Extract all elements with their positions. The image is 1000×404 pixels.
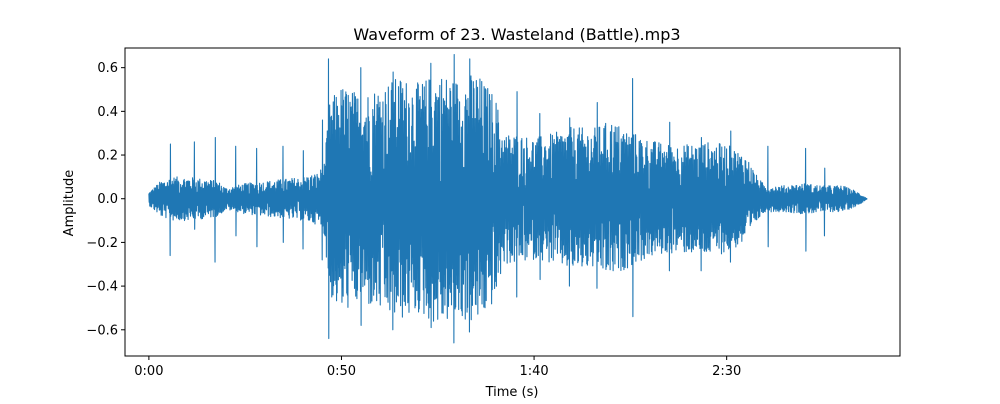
x-tick-label: 0:50 (327, 364, 356, 379)
y-axis-label: Amplitude (62, 170, 77, 237)
waveform-line (148, 54, 868, 344)
y-tick-label: −0.6 (86, 323, 118, 338)
x-tick-label: 2:30 (712, 364, 741, 379)
x-tick-label: 1:40 (519, 364, 548, 379)
y-tick-label: 0.2 (97, 149, 118, 164)
x-tick-label: 0:00 (134, 364, 163, 379)
waveform-layer (148, 54, 868, 344)
y-tick-label: 0.6 (97, 61, 118, 76)
y-axis: 0.6 0.4 0.2 0.0 −0.2 −0.4 −0.6 (86, 61, 125, 338)
x-axis: 0:00 0:50 1:40 2:30 (134, 356, 741, 379)
plot-frame (124, 47, 901, 357)
chart-title: Waveform of 23. Wasteland (Battle).mp3 (353, 25, 680, 44)
y-tick-label: 0.4 (97, 105, 118, 120)
x-axis-label: Time (s) (485, 385, 539, 400)
y-tick-label: −0.4 (86, 280, 118, 295)
y-tick-label: 0.0 (97, 192, 118, 207)
y-tick-label: −0.2 (86, 236, 118, 251)
